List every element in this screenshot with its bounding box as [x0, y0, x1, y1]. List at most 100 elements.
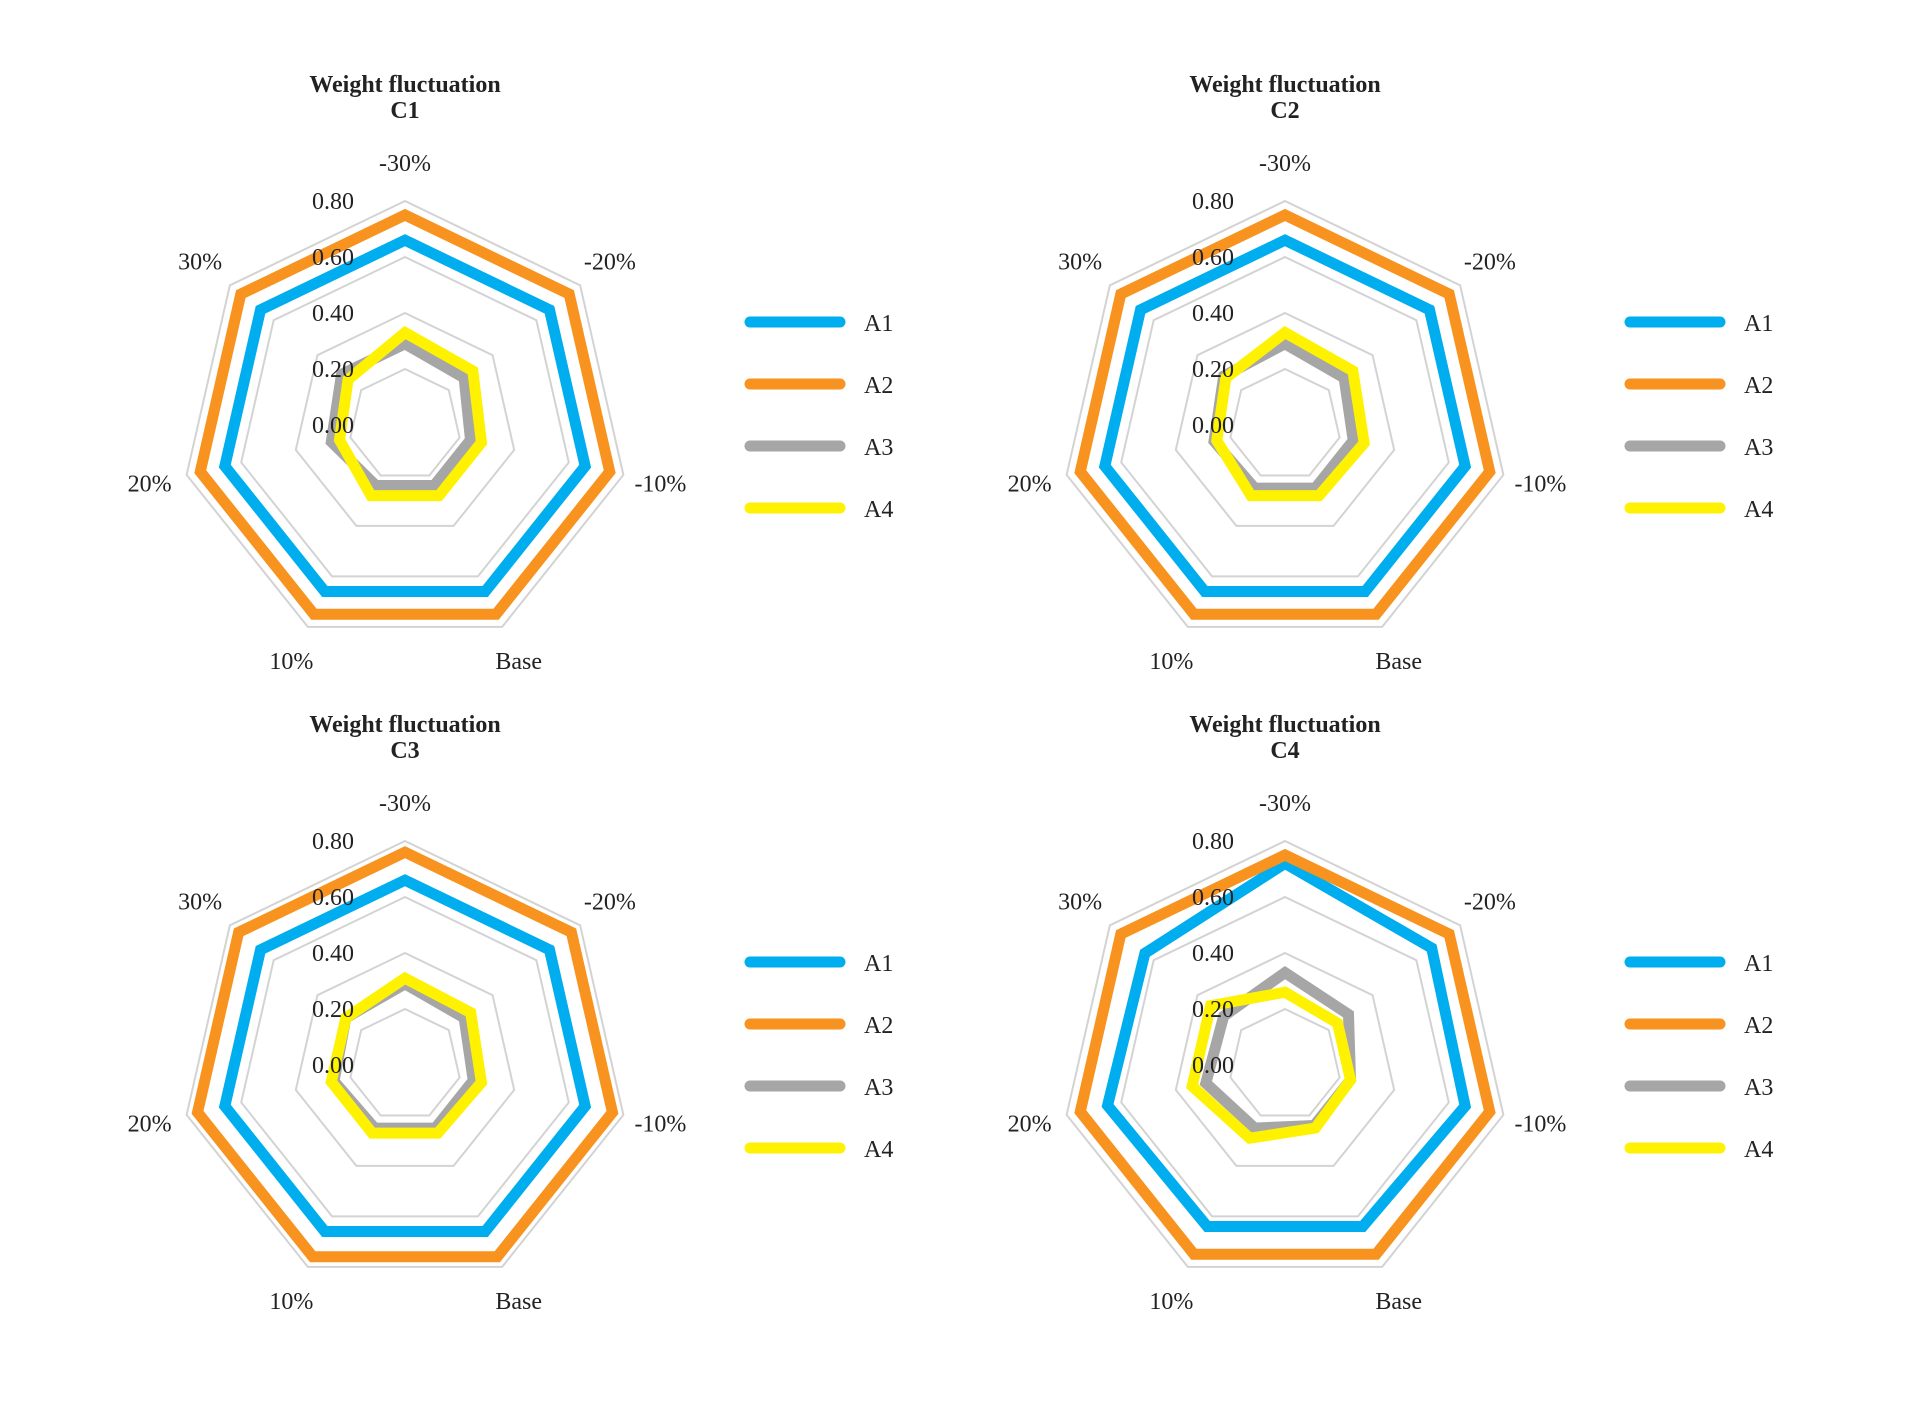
- tick-label: 0.80: [1192, 829, 1234, 855]
- grid-ring: [1065, 839, 1505, 1268]
- grid-ring: [1065, 199, 1505, 628]
- axis-label: 20%: [1008, 471, 1052, 497]
- tick-label: 0.00: [1192, 1053, 1234, 1079]
- tick-label: 0.20: [1192, 357, 1234, 383]
- grid-ring: [185, 839, 625, 1268]
- axis-label: 10%: [269, 1289, 313, 1315]
- chart-title: Weight fluctuation: [309, 72, 500, 98]
- legend-label: A3: [864, 435, 893, 461]
- tick-label: 0.60: [312, 245, 354, 271]
- axis-label: 30%: [1058, 890, 1102, 916]
- tick-label: 0.80: [1192, 189, 1234, 215]
- tick-label: 0.00: [1192, 413, 1234, 439]
- chart-title: Weight fluctuation: [309, 712, 500, 738]
- grid-ring: [240, 895, 570, 1218]
- axis-label: -30%: [379, 791, 431, 817]
- tick-label: 0.60: [312, 885, 354, 911]
- axis-label: -30%: [1259, 791, 1311, 817]
- series-line-a3: [325, 337, 477, 492]
- axis-label: 20%: [128, 471, 172, 497]
- grid-ring: [1229, 1007, 1341, 1117]
- axis-label: -10%: [1514, 471, 1566, 497]
- axis-label: -30%: [1259, 151, 1311, 177]
- chart-subtitle: C3: [390, 738, 419, 764]
- axis-label: 20%: [1008, 1111, 1052, 1137]
- tick-label: 0.20: [312, 997, 354, 1023]
- axis-label: 10%: [269, 649, 313, 675]
- legend-label: A4: [864, 497, 893, 523]
- legend-label: A3: [864, 1075, 893, 1101]
- legend-label: A1: [1744, 951, 1773, 977]
- axis-label: -10%: [634, 1111, 686, 1137]
- tick-label: 0.60: [1192, 245, 1234, 271]
- legend-label: A2: [1744, 373, 1773, 399]
- tick-label: 0.40: [312, 301, 354, 327]
- axis-label: Base: [1375, 649, 1422, 675]
- grid-ring: [240, 255, 570, 578]
- axis-label: -20%: [584, 250, 636, 276]
- chart-title: Weight fluctuation: [1189, 72, 1380, 98]
- series-line-a1: [218, 874, 592, 1237]
- chart-title: Weight fluctuation: [1189, 712, 1380, 738]
- series-line-a1: [1098, 234, 1472, 597]
- tick-label: 0.80: [312, 829, 354, 855]
- axis-label: Base: [495, 649, 542, 675]
- tick-label: 0.60: [1192, 885, 1234, 911]
- grid-ring: [349, 367, 461, 477]
- axis-label: 30%: [178, 250, 222, 276]
- legend-label: A4: [1744, 1137, 1773, 1163]
- series-line-a4: [1186, 986, 1357, 1144]
- axis-label: -20%: [584, 890, 636, 916]
- series-line-a1: [1101, 856, 1472, 1232]
- series-line-a4: [333, 325, 488, 502]
- series-line-a2: [194, 208, 616, 620]
- legend-label: A3: [1744, 435, 1773, 461]
- grid-ring: [1229, 367, 1341, 477]
- legend-label: A2: [1744, 1013, 1773, 1039]
- axis-label: -10%: [1514, 1111, 1566, 1137]
- series-line-a3: [1199, 965, 1357, 1134]
- chart-subtitle: C2: [1270, 98, 1299, 124]
- tick-label: 0.00: [312, 1053, 354, 1079]
- legend-label: A2: [864, 1013, 893, 1039]
- tick-label: 0.40: [312, 941, 354, 967]
- series-line-a4: [325, 971, 488, 1139]
- series-line-a2: [1074, 208, 1496, 620]
- axis-label: 30%: [1058, 250, 1102, 276]
- series-line-a2: [191, 846, 619, 1263]
- legend-label: A1: [864, 951, 893, 977]
- tick-label: 0.20: [312, 357, 354, 383]
- tick-label: 0.80: [312, 189, 354, 215]
- grid-ring: [185, 199, 625, 628]
- radar-panel-c3: Weight fluctuation C3 0.00 0.20 0.40 0.60 0.80…: [30, 700, 930, 1400]
- legend-label: A4: [1744, 497, 1773, 523]
- series-line-a1: [218, 234, 592, 597]
- grid-ring: [294, 951, 516, 1167]
- axis-label: Base: [495, 1289, 542, 1315]
- chart-subtitle: C1: [390, 98, 419, 124]
- grid-ring: [1174, 311, 1396, 527]
- grid-ring: [294, 311, 516, 527]
- tick-label: 0.40: [1192, 301, 1234, 327]
- grid-ring: [1120, 895, 1450, 1218]
- radar-panel-c2: Weight fluctuation C2 0.00 0.20 0.40 0.60 0.80…: [910, 60, 1810, 760]
- legend-label: A3: [1744, 1075, 1773, 1101]
- axis-label: 20%: [128, 1111, 172, 1137]
- axis-label: -10%: [634, 471, 686, 497]
- axis-label: -20%: [1464, 890, 1516, 916]
- legend-label: A4: [864, 1137, 893, 1163]
- series-line-a4: [1211, 326, 1370, 502]
- legend-label: A1: [1744, 311, 1773, 337]
- tick-label: 0.40: [1192, 941, 1234, 967]
- axis-label: Base: [1375, 1289, 1422, 1315]
- grid-ring: [349, 1007, 461, 1117]
- axis-label: 30%: [178, 890, 222, 916]
- axis-label: 10%: [1149, 649, 1193, 675]
- axis-label: -20%: [1464, 250, 1516, 276]
- grid-ring: [1120, 255, 1450, 578]
- axis-label: -30%: [379, 151, 431, 177]
- series-line-a2: [1074, 848, 1496, 1260]
- legend-label: A1: [864, 311, 893, 337]
